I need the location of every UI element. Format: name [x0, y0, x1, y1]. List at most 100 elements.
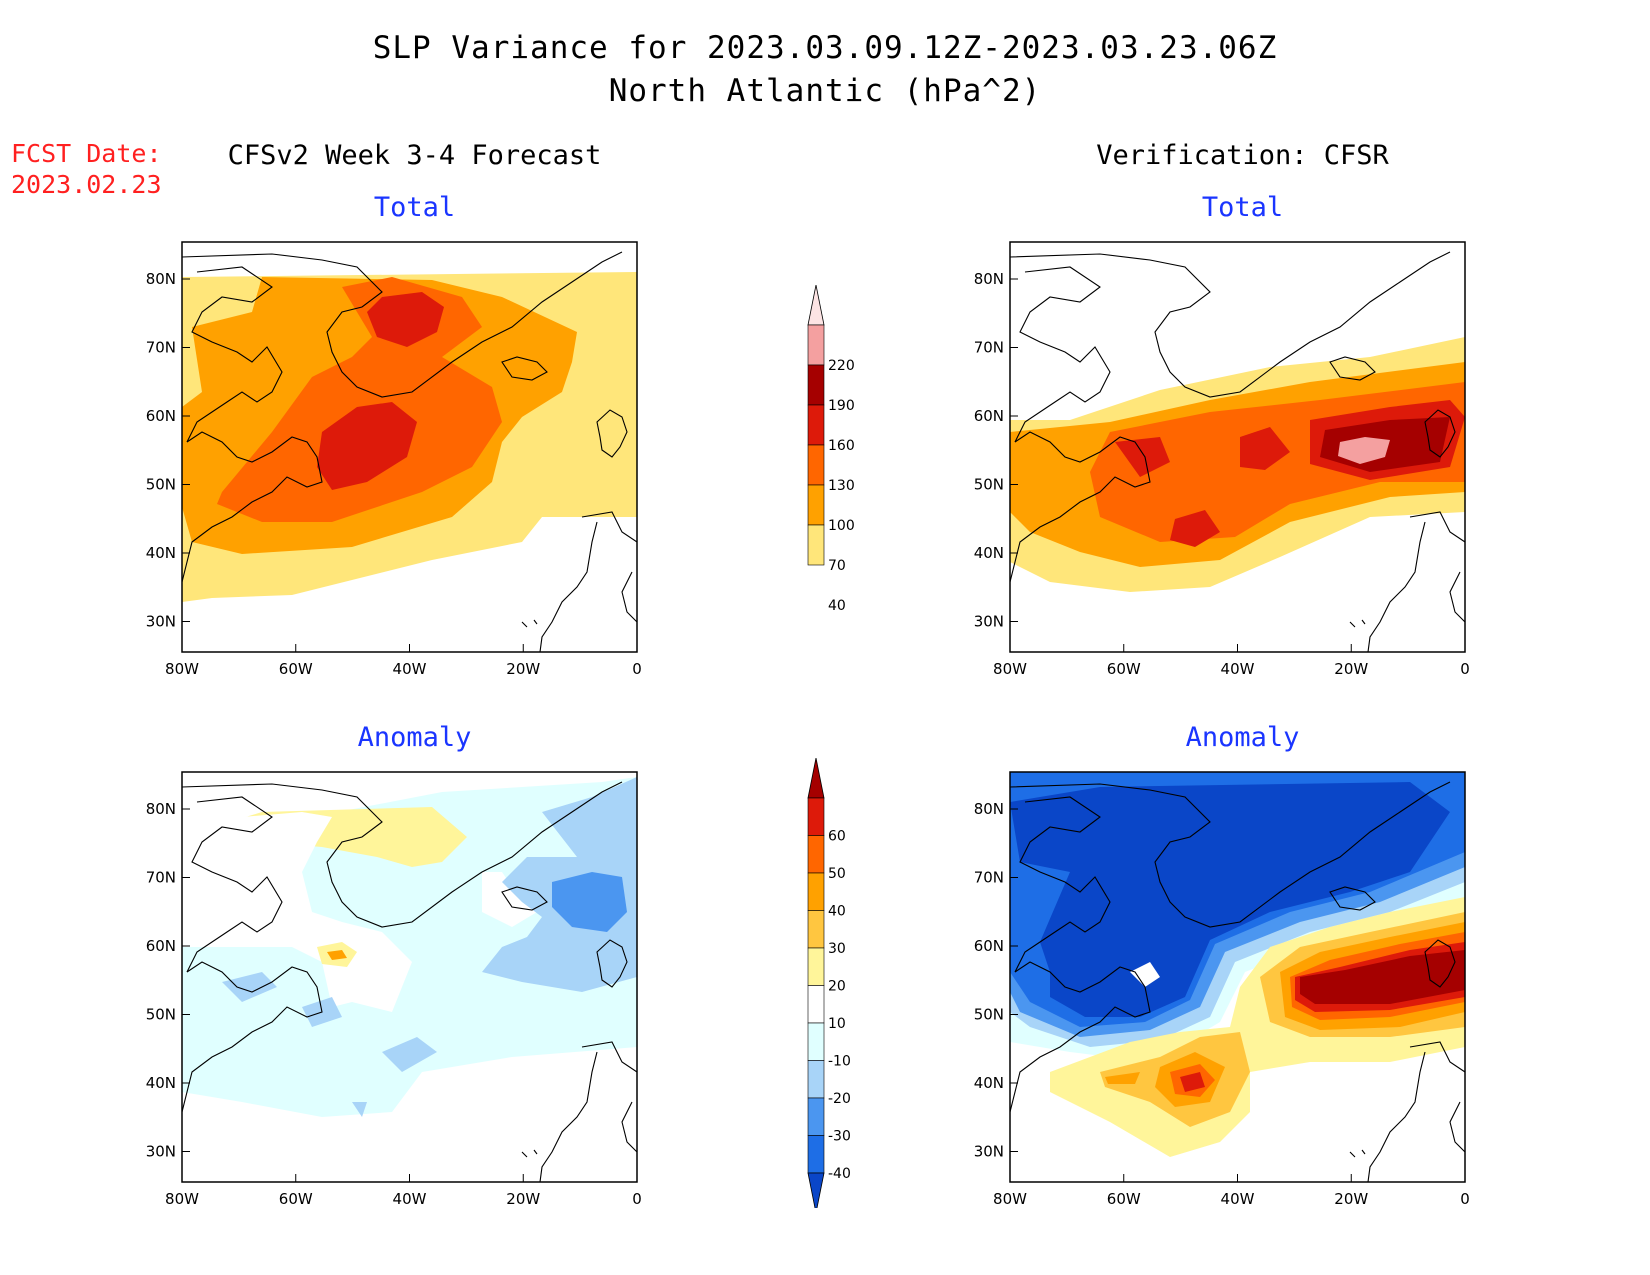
colorbar-swatch [807, 444, 825, 486]
colorbar-swatch [807, 1135, 825, 1174]
colorbar-swatch [807, 324, 825, 366]
colorbar-level-label: 50 [828, 866, 846, 882]
lon-tick-label: 20W [506, 660, 540, 678]
colorbar-swatch [807, 985, 825, 1024]
colorbar-level-label: 10 [828, 1016, 846, 1032]
colorbar-swatch [807, 404, 825, 446]
map-svg-fcst-total: 80W 60W 40W 20W 0 80N 70N 60N 50N 40N 30N [146, 241, 642, 678]
subtitle-verif-anomaly: Anomaly [1185, 722, 1300, 753]
colorbar-arrow-bottom [807, 1172, 825, 1214]
lat-tick-label: 40N [974, 544, 1004, 562]
colorbar-swatch [807, 1022, 825, 1061]
coastline [1009, 781, 1466, 1183]
lon-tick-label: 60W [279, 1190, 313, 1208]
lat-tick-label: 40N [974, 1074, 1004, 1092]
lat-tick-label: 60N [974, 407, 1004, 425]
lon-tick-label: 80W [993, 1190, 1027, 1208]
column-heading-forecast: CFSv2 Week 3-4 Forecast [227, 140, 602, 171]
map-svg-verif-total: 80W 60W 40W 20W 0 80N 70N 60N 50N 40N 30N [974, 241, 1470, 678]
lat-tick-label: 30N [974, 613, 1004, 631]
map-panel-fcst-anomaly: 80W 60W 40W 20W 0 80N 70N 60N 50N 40N 30N [120, 768, 660, 1218]
lon-tick-label: 60W [1107, 660, 1141, 678]
lat-tick-label: 50N [974, 1006, 1004, 1024]
colorbar-total-svg: 220 190 160 130 100 70 40 [807, 284, 855, 614]
colorbar-level-label: 160 [828, 438, 855, 454]
lat-tick-label: 60N [146, 937, 176, 955]
lat-tick-label: 40N [146, 544, 176, 562]
colorbar-level-label: 70 [828, 558, 846, 574]
contour-fill-verif-total [1010, 337, 1465, 592]
lat-tick-label: 50N [146, 1006, 176, 1024]
colorbar-level-label: 20 [828, 979, 846, 995]
lat-tick-label: 30N [146, 1143, 176, 1161]
colorbar-level-label: 40 [828, 598, 846, 614]
lon-tick-label: 40W [393, 660, 427, 678]
lat-tick-label: 80N [146, 270, 176, 288]
lat-tick-label: 50N [974, 476, 1004, 494]
contour-fill-fcst-total [182, 272, 637, 602]
main-title: SLP Variance for 2023.03.09.12Z-2023.03.… [372, 30, 1278, 66]
lon-tick-label: 0 [632, 1190, 642, 1208]
lon-tick-label: 0 [1460, 1190, 1470, 1208]
fcst-date-value: 2023.02.23 [11, 170, 162, 199]
colorbar-level-label: -40 [828, 1166, 851, 1182]
fcst-date-block: FCST Date: 2023.02.23 [11, 138, 162, 200]
lon-tick-label: 60W [279, 660, 313, 678]
lon-tick-label: 40W [393, 1190, 427, 1208]
colorbar-level-label: 60 [828, 829, 846, 845]
lat-tick-label: 60N [146, 407, 176, 425]
map-svg-fcst-anomaly: 80W 60W 40W 20W 0 80N 70N 60N 50N 40N 30N [146, 771, 642, 1208]
colorbar-level-label: 100 [828, 518, 855, 534]
colorbar-swatch [807, 1097, 825, 1136]
colorbar-swatch [807, 947, 825, 986]
lon-tick-label: 0 [1460, 660, 1470, 678]
lat-tick-label: 60N [974, 937, 1004, 955]
lat-tick-label: 80N [146, 800, 176, 818]
lon-tick-label: 20W [1334, 660, 1368, 678]
colorbar-arrow-top [807, 284, 825, 326]
lon-tick-label: 60W [1107, 1190, 1141, 1208]
colorbar-total: 220 190 160 130 100 70 40 [790, 284, 880, 619]
colorbar-swatch [807, 797, 825, 836]
lat-tick-label: 70N [146, 339, 176, 357]
lat-tick-label: 40N [146, 1074, 176, 1092]
map-panel-fcst-total: 80W 60W 40W 20W 0 80N 70N 60N 50N 40N 30N [120, 238, 660, 688]
lat-tick-label: 50N [146, 476, 176, 494]
colorbar-anomaly: 60 50 40 30 20 10 -10 -20 -30 -40 [790, 757, 880, 1214]
colorbar-swatch [807, 835, 825, 874]
lat-tick-label: 80N [974, 270, 1004, 288]
contour-fill-fcst-anomaly [182, 777, 637, 1117]
subtitle-verif-total: Total [1201, 192, 1284, 223]
lat-tick-label: 70N [974, 339, 1004, 357]
main-subtitle: North Atlantic (hPa^2) [608, 73, 1042, 109]
lon-tick-label: 80W [165, 1190, 199, 1208]
colorbar-level-label: -30 [828, 1129, 851, 1145]
lat-tick-label: 30N [974, 1143, 1004, 1161]
lon-tick-label: 80W [993, 660, 1027, 678]
subtitle-fcst-anomaly: Anomaly [357, 722, 472, 753]
lon-tick-label: 20W [1334, 1190, 1368, 1208]
lon-tick-label: 40W [1221, 1190, 1255, 1208]
colorbar-level-label: -10 [828, 1054, 851, 1070]
colorbar-swatch [807, 524, 825, 566]
subtitle-fcst-total: Total [373, 192, 456, 223]
coastline [181, 781, 638, 1183]
lat-tick-label: 30N [146, 613, 176, 631]
lon-tick-label: 20W [506, 1190, 540, 1208]
colorbar-level-label: 40 [828, 904, 846, 920]
map-svg-verif-anomaly: 80W 60W 40W 20W 0 80N 70N 60N 50N 40N 30N [974, 771, 1470, 1208]
map-panel-verif-anomaly: 80W 60W 40W 20W 0 80N 70N 60N 50N 40N 30N [948, 768, 1488, 1218]
colorbar-level-label: 220 [828, 358, 855, 374]
fcst-date-label: FCST Date: [11, 139, 162, 168]
colorbar-level-label: -20 [828, 1091, 851, 1107]
colorbar-level-label: 30 [828, 941, 846, 957]
colorbar-swatch [807, 872, 825, 911]
colorbar-swatch [807, 364, 825, 406]
coastline [181, 251, 638, 653]
colorbar-swatch [807, 910, 825, 949]
contour-fill-verif-anomaly [1010, 772, 1465, 1157]
colorbar-swatch [807, 484, 825, 526]
lat-tick-label: 80N [974, 800, 1004, 818]
lat-tick-label: 70N [146, 869, 176, 887]
lon-tick-label: 40W [1221, 660, 1255, 678]
